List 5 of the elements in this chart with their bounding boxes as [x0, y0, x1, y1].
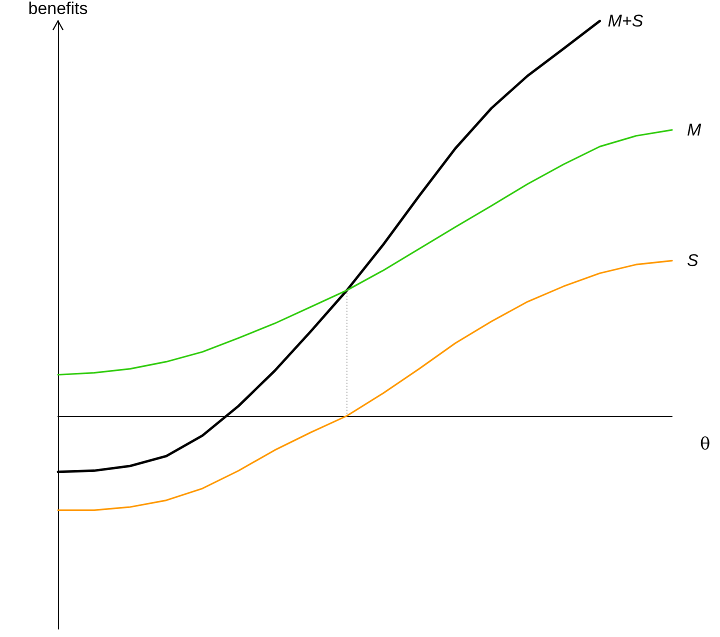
series-label: S: [687, 251, 699, 270]
x-axis-title: θ: [700, 434, 710, 454]
y-axis-title: benefits: [28, 0, 88, 18]
series-label: M: [687, 120, 702, 140]
series-label: M+S: [608, 12, 644, 30]
